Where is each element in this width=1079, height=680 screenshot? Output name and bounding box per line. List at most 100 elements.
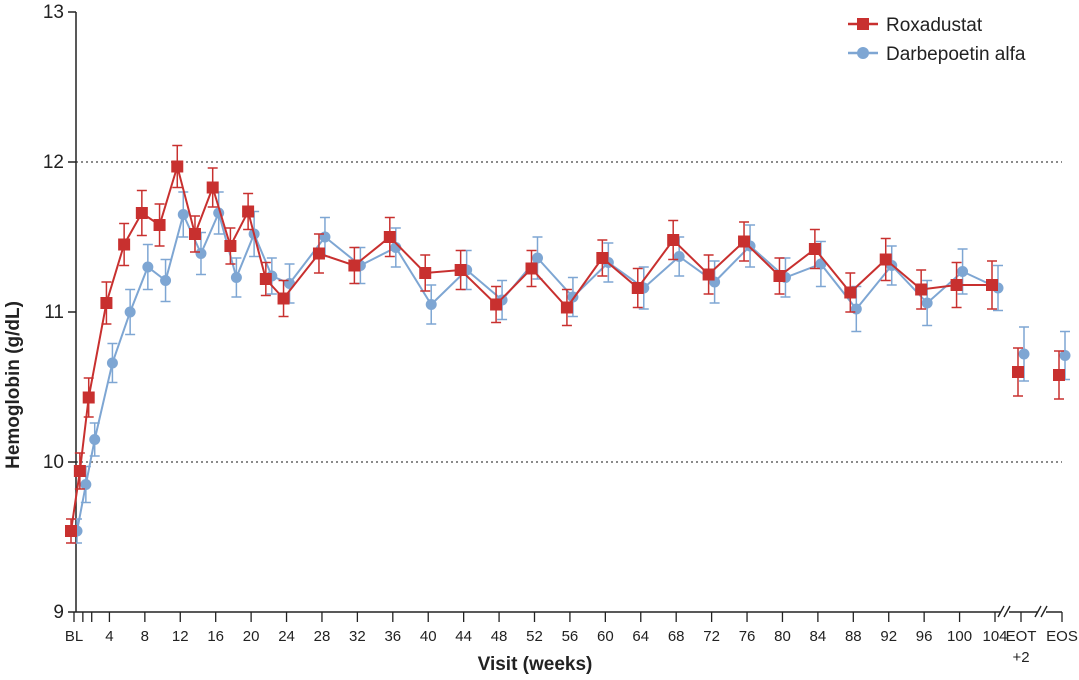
data-point-circle — [425, 299, 437, 310]
data-point-square — [224, 240, 237, 252]
y-tick-label: 11 — [44, 302, 64, 323]
data-point-square — [986, 279, 998, 291]
legend: Roxadustat Darbepoetin alfa — [848, 15, 1026, 65]
data-point-circle — [532, 252, 543, 264]
data-point-square — [631, 282, 644, 294]
data-point-square — [950, 279, 963, 291]
reference-lines — [76, 161, 1062, 463]
x-tick-label: 88 — [845, 628, 862, 645]
series-line — [70, 162, 992, 532]
legend-marker-circle — [857, 47, 869, 59]
x-tick-label: 96 — [916, 628, 933, 645]
data-point-circle — [1059, 350, 1071, 361]
data-point-square — [667, 234, 680, 246]
x-tick-label: 32 — [349, 628, 366, 645]
data-point-square — [1053, 369, 1065, 381]
x-tick-label: BL — [65, 628, 83, 645]
legend-marker-square — [857, 18, 869, 30]
legend-label: Roxadustat — [886, 15, 983, 36]
data-point-circle — [106, 357, 118, 369]
x-tick-label: 76 — [739, 628, 756, 645]
axis-break-mark — [1034, 605, 1042, 618]
data-point-square — [419, 267, 432, 279]
x-tick-label: 48 — [491, 628, 508, 645]
data-point-circle — [124, 306, 136, 318]
x-tick-label: 92 — [880, 628, 897, 645]
x-tick-label: 100 — [947, 628, 972, 645]
x-tick-label: 16 — [207, 628, 224, 645]
data-point-square — [773, 270, 786, 282]
data-point-circle — [160, 275, 172, 286]
data-point-circle — [80, 479, 92, 490]
x-tick-label: 28 — [314, 628, 331, 645]
data-point-square — [73, 465, 86, 477]
data-point-circle — [230, 272, 242, 283]
x-tick-label: EOT — [1006, 628, 1037, 645]
data-point-square — [915, 283, 928, 296]
data-point-circle — [177, 209, 189, 220]
data-point-circle — [921, 297, 933, 309]
data-point-square — [490, 298, 503, 311]
data-point-square — [879, 253, 892, 266]
series-line — [76, 210, 999, 532]
x-axis: BL 4 8 12 16 20 24 28 32 36 40 44 48 52 56 60 64 68 72 76 80… — [65, 605, 1078, 666]
x-tick-label: 44 — [455, 628, 472, 645]
data-point-square — [383, 231, 396, 243]
data-point-square — [1012, 366, 1024, 378]
x-tick-label: 36 — [384, 628, 401, 645]
data-point-square — [135, 207, 148, 219]
y-tick-label: 12 — [43, 152, 64, 173]
data-point-square — [808, 243, 821, 255]
series-layer — [65, 144, 1071, 544]
x-tick-label: 72 — [703, 628, 720, 645]
data-point-square — [738, 235, 751, 248]
y-tick-label: 13 — [43, 2, 64, 23]
series-roxadustat — [65, 144, 1065, 544]
data-point-square — [100, 297, 113, 309]
axis-break-mark — [1040, 605, 1048, 618]
x-tick-label: 24 — [278, 628, 295, 645]
x-tick-label-line2: +2 — [1012, 649, 1029, 666]
x-tick-label: 20 — [243, 628, 260, 645]
data-point-square — [525, 262, 538, 275]
axis-break-mark — [997, 605, 1005, 618]
data-point-square — [82, 391, 95, 404]
axis-break-mark — [1003, 605, 1011, 618]
data-point-square — [118, 238, 131, 251]
series-darbepoetin-alfa — [71, 191, 1071, 544]
y-axis-title: Hemoglobin (g/dL) — [3, 301, 24, 469]
x-tick-label: 52 — [526, 628, 543, 645]
data-point-square — [596, 252, 609, 264]
data-point-square — [702, 268, 715, 281]
data-point-circle — [319, 231, 331, 243]
legend-label: Darbepoetin alfa — [886, 44, 1026, 65]
x-tick-label: 8 — [141, 628, 149, 645]
x-tick-label: 104 — [982, 628, 1007, 645]
x-tick-label: 64 — [632, 628, 649, 645]
data-point-circle — [195, 248, 207, 259]
data-point-square — [560, 301, 573, 314]
data-point-square — [171, 160, 184, 173]
data-point-circle — [89, 434, 101, 445]
x-axis-title: Visit (weeks) — [478, 654, 593, 675]
x-tick-label: 40 — [420, 628, 437, 645]
x-tick-label: 4 — [105, 628, 113, 645]
data-point-square — [65, 525, 77, 537]
data-point-square — [188, 228, 201, 240]
data-point-square — [277, 292, 290, 305]
data-point-square — [242, 205, 255, 218]
data-point-square — [454, 264, 467, 276]
data-point-square — [844, 286, 857, 299]
data-point-circle — [673, 251, 685, 262]
data-point-circle — [1018, 348, 1030, 360]
y-axis: 9 10 11 12 13 — [43, 2, 77, 623]
x-tick-label: 84 — [810, 628, 827, 645]
x-tick-label: 60 — [597, 628, 614, 645]
x-tick-label: 56 — [562, 628, 579, 645]
x-tick-label: 68 — [668, 628, 685, 645]
x-tick-label: EOS — [1046, 628, 1078, 645]
data-point-circle — [957, 266, 969, 277]
data-point-square — [153, 219, 166, 231]
data-point-circle — [142, 261, 154, 273]
